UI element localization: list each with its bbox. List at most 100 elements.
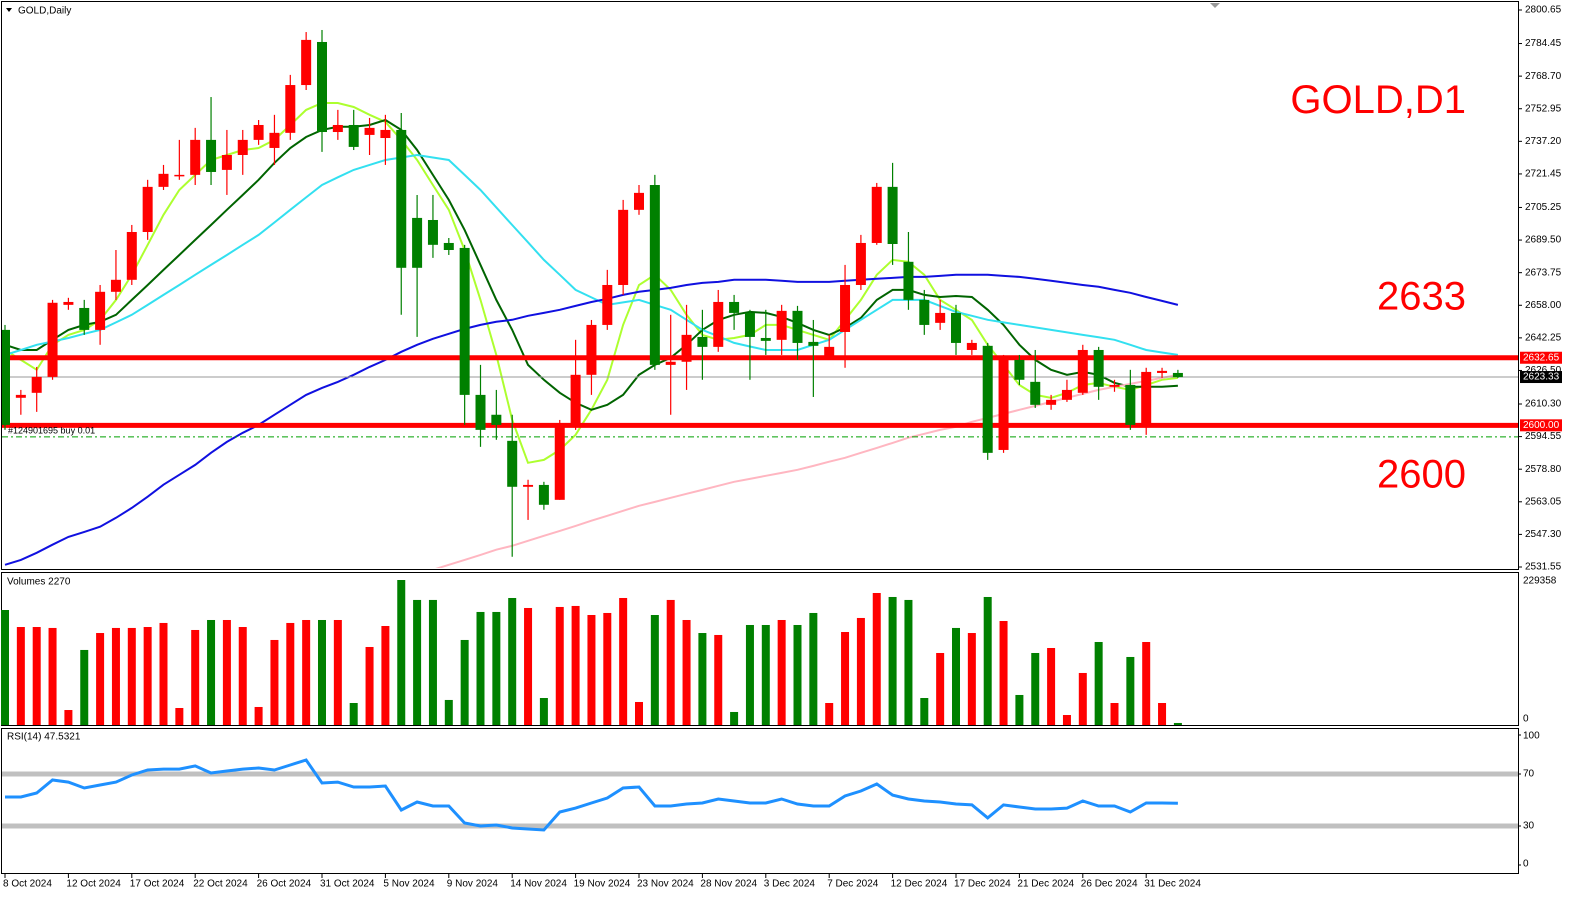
candle-body [1109, 384, 1120, 387]
candle-body [887, 186, 898, 244]
volume-bar [967, 633, 976, 725]
candle-body [443, 242, 454, 251]
volume-bar [143, 627, 152, 725]
candle-body [174, 174, 185, 177]
y-tick-label: 2705.25 [1525, 202, 1562, 213]
candle-body [79, 307, 90, 330]
volume-bar [539, 698, 548, 725]
x-tick-label: 9 Nov 2024 [447, 879, 499, 890]
moving-average [4, 273, 1179, 566]
moving-average [4, 118, 1178, 411]
candle-body [554, 426, 565, 500]
volume-bar [999, 621, 1008, 725]
volume-bar [635, 701, 643, 725]
candle-body [1093, 349, 1104, 387]
chart-title: GOLD,Daily [18, 6, 71, 17]
candle-body [792, 310, 803, 343]
volume-bar [1173, 722, 1182, 725]
candle-body [634, 192, 644, 210]
candle-body [681, 334, 692, 362]
volume-bar [111, 627, 120, 725]
panel-title: RSI(14) 47.5321 [7, 732, 81, 743]
volume-bar [238, 627, 247, 725]
y-tick-label: 2800.65 [1525, 5, 1562, 16]
main-panel [1, 1, 1519, 570]
x-tick-label: 23 Nov 2024 [637, 879, 694, 890]
volume-bar [603, 612, 612, 725]
candle-body [1014, 359, 1025, 380]
candle-body [427, 219, 438, 245]
candle-body [396, 129, 407, 268]
volume-bar [1078, 672, 1087, 725]
candle-body [697, 336, 708, 347]
volume-bar [571, 605, 580, 725]
candle-body [142, 186, 153, 232]
y-tick-label: 2594.55 [1525, 431, 1562, 442]
volume-bar [80, 649, 89, 725]
moving-average [4, 153, 1179, 356]
candle-body [253, 124, 264, 140]
candle-body [744, 312, 755, 337]
candle-body [523, 484, 534, 487]
candle-body [951, 312, 961, 343]
volume-bar [175, 707, 184, 725]
volume-bar [302, 619, 311, 725]
volume-bar [587, 614, 596, 725]
y-tick-label: 2626.50 [1525, 365, 1562, 376]
candle-body [206, 139, 217, 172]
candle-body [808, 341, 819, 346]
volume-bar [936, 652, 945, 725]
level-label: 2600.00 [1523, 420, 1560, 431]
volume-bar [856, 617, 865, 725]
candle-body [332, 124, 343, 133]
y-tick-label: 70 [1523, 769, 1535, 780]
candle-body [1030, 381, 1041, 405]
volume-bar [207, 619, 216, 725]
level-label-bg [1520, 419, 1562, 432]
candle-body [507, 440, 518, 487]
candle-body [158, 173, 169, 187]
candle-body [824, 346, 835, 358]
volume-bar [222, 619, 231, 725]
volume-bar [492, 611, 501, 725]
volume-bar [1015, 694, 1024, 725]
y-tick-label: 229358 [1523, 576, 1557, 587]
volume-bar [1, 610, 9, 725]
candle-body [47, 302, 58, 377]
volume-bar [254, 706, 263, 725]
price-area [2, 29, 1518, 568]
x-tick-label: 14 Nov 2024 [510, 879, 567, 890]
volume-bar [745, 624, 754, 725]
rsi-line [5, 758, 1178, 832]
x-tick-label: 17 Oct 2024 [130, 879, 185, 890]
x-tick-label: 31 Dec 2024 [1144, 879, 1201, 890]
last-price-label: 2623.33 [1523, 372, 1560, 383]
candle-body [776, 310, 787, 340]
volume-bar [48, 627, 57, 725]
volume-bar [413, 599, 422, 725]
candle-body [665, 361, 676, 365]
y-tick-label: 2737.20 [1525, 136, 1562, 147]
volume-bar [159, 622, 168, 725]
candle-body [618, 209, 629, 285]
volume-bar [476, 611, 485, 725]
annotation: GOLD,D1 [1290, 78, 1466, 122]
candle-body [871, 186, 882, 243]
volume-bar [286, 622, 295, 725]
volume-bar [619, 597, 628, 725]
volume-bar [444, 699, 453, 725]
candle-body [1172, 372, 1183, 378]
volume-bar [397, 580, 406, 725]
volume-bar [983, 596, 992, 725]
volume-bar [809, 612, 818, 725]
volume-bar [1062, 715, 1071, 725]
volume-bar [888, 596, 897, 725]
x-tick-label: 19 Nov 2024 [574, 879, 631, 890]
y-tick-label: 100 [1523, 731, 1540, 742]
y-tick-label: 30 [1523, 821, 1535, 832]
volume-bar [1158, 702, 1167, 725]
candle-body [491, 414, 502, 425]
y-tick-label: 2658.00 [1525, 300, 1562, 311]
volume-bar [793, 624, 802, 725]
order-label: #124901695 buy 0.01 [8, 425, 95, 435]
